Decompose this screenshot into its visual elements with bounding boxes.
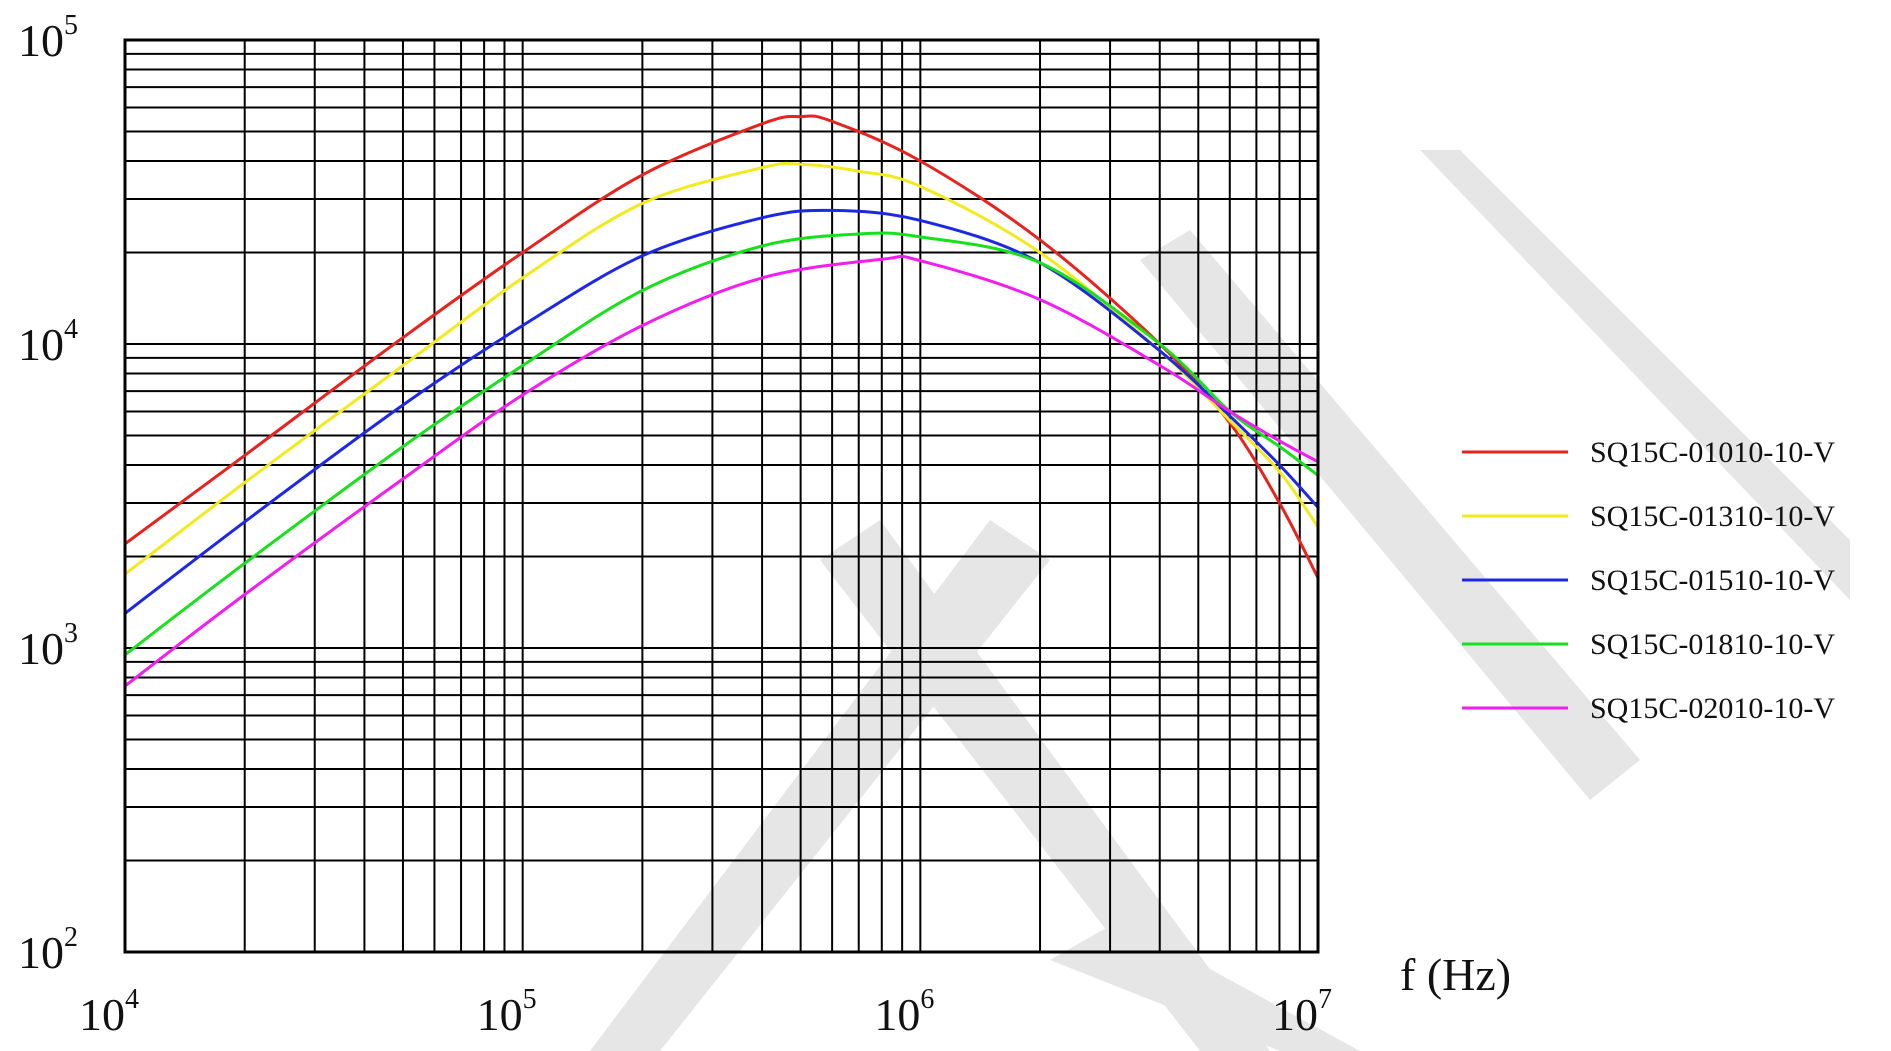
x-tick-label: 106 [874,984,934,1040]
series-line [125,256,1318,686]
legend-label: SQ15C-01310-10-V [1590,500,1835,533]
series-layer [125,116,1318,686]
x-axis-label: f (Hz) [1400,949,1511,1000]
y-tick-label: 103 [18,618,78,674]
watermark-stroke [590,520,1050,1051]
series-line [125,233,1318,655]
legend-label: SQ15C-01810-10-V [1590,628,1835,661]
legend-label: SQ15C-02010-10-V [1590,692,1835,725]
y-tick-labels: 102 103 104 105 [18,10,78,978]
series-line [125,163,1318,574]
legend-label: SQ15C-01010-10-V [1590,436,1835,469]
y-tick-label: 102 [18,922,78,978]
x-tick-label: 105 [477,984,537,1040]
legend-label: SQ15C-01510-10-V [1590,564,1835,597]
series-line [125,116,1318,578]
y-tick-label: 105 [18,10,78,66]
x-tick-label: 104 [79,984,139,1040]
y-tick-label: 104 [18,314,78,370]
watermark [590,150,1850,1051]
